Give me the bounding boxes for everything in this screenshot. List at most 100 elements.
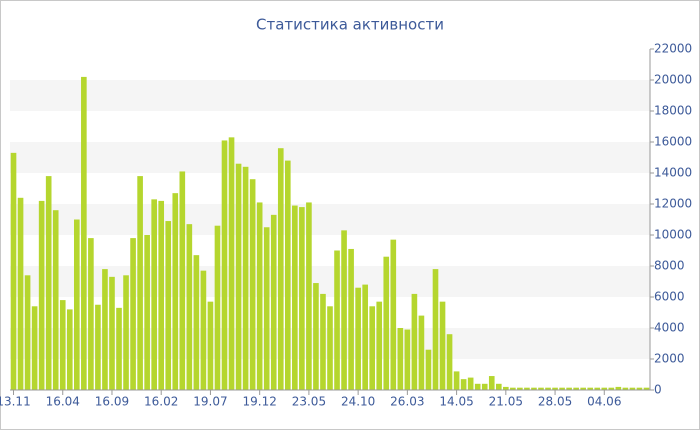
bar [116, 307, 122, 390]
bar [200, 270, 207, 390]
grid-band [10, 80, 650, 111]
y-tick-label: 0 [654, 383, 662, 397]
bar [573, 387, 579, 390]
bar [256, 202, 263, 390]
bar [292, 205, 298, 390]
bar [249, 179, 256, 390]
bar [207, 301, 214, 390]
bar [186, 224, 193, 390]
bar [629, 387, 636, 390]
bar [221, 140, 228, 390]
bar [214, 225, 221, 390]
x-tick-label: 13.11 [0, 395, 31, 409]
bar [306, 202, 312, 390]
bar [17, 197, 24, 390]
y-tick-label: 10000 [654, 228, 692, 242]
bar [432, 269, 439, 390]
grid-band [10, 142, 650, 173]
bar [517, 387, 523, 390]
bar [284, 160, 291, 390]
bar [615, 386, 622, 390]
bar [390, 239, 397, 390]
x-tick-label: 14.05 [439, 395, 473, 409]
grid-band [10, 204, 650, 235]
bar [59, 300, 66, 390]
bar [362, 284, 368, 390]
bar [545, 387, 551, 390]
bar [24, 275, 31, 390]
y-tick-label: 6000 [654, 290, 685, 304]
chart-title: Статистика активности [256, 16, 444, 34]
y-tick-label: 4000 [654, 321, 685, 335]
y-tick-label: 16000 [654, 135, 692, 149]
bar [102, 269, 108, 390]
bar [495, 383, 502, 390]
grid-band [10, 266, 650, 297]
x-tick-label: 16.02 [144, 395, 178, 409]
bar [524, 387, 530, 390]
bar [193, 255, 200, 390]
bar [397, 328, 404, 390]
bar [172, 193, 179, 390]
bar [88, 238, 94, 390]
bar [460, 379, 467, 390]
bar [503, 386, 509, 390]
x-tick-label: 24.10 [341, 395, 375, 409]
bar [369, 306, 376, 390]
y-tick-label: 12000 [654, 197, 692, 211]
bar [355, 287, 361, 390]
y-tick-label: 18000 [654, 104, 692, 118]
bar [66, 309, 73, 390]
bar [38, 200, 45, 390]
bar [376, 301, 383, 390]
bar [594, 387, 601, 390]
bar [137, 176, 143, 390]
bar [31, 306, 38, 390]
bar [158, 200, 165, 390]
bar [52, 210, 59, 390]
bar [622, 387, 629, 390]
bar [341, 230, 347, 390]
bar [299, 207, 305, 390]
bar [566, 387, 572, 390]
bar [334, 250, 340, 390]
bar [277, 148, 284, 390]
y-tick-label: 20000 [654, 73, 692, 87]
x-tick-label: 16.09 [95, 395, 129, 409]
bar [144, 235, 150, 390]
bar [123, 275, 129, 390]
bar [228, 137, 235, 390]
bar [538, 387, 544, 390]
bar [263, 227, 270, 390]
bar [467, 377, 474, 390]
x-tick-label: 19.07 [193, 395, 227, 409]
bar [425, 349, 432, 390]
bar [531, 387, 537, 390]
x-tick-label: 16.04 [46, 395, 80, 409]
bar [510, 387, 516, 390]
bar [580, 387, 586, 390]
x-tick-label: 21.05 [489, 395, 523, 409]
bar [130, 238, 136, 390]
bar [481, 383, 488, 390]
bar [552, 387, 558, 390]
bar [453, 371, 460, 390]
x-tick-label: 04.06 [587, 395, 621, 409]
bar [165, 221, 172, 390]
x-tick-label: 19.12 [242, 395, 276, 409]
bar [608, 387, 615, 390]
bar [95, 304, 101, 390]
bar [179, 171, 186, 390]
bar [474, 383, 481, 390]
bar [559, 387, 565, 390]
bar [320, 293, 326, 390]
bar [109, 276, 115, 390]
x-tick-label: 26.03 [390, 395, 424, 409]
bar [327, 306, 333, 390]
bar [151, 199, 157, 390]
bar [439, 301, 446, 390]
bar [383, 256, 390, 390]
bar [242, 166, 249, 390]
bar [235, 163, 242, 390]
